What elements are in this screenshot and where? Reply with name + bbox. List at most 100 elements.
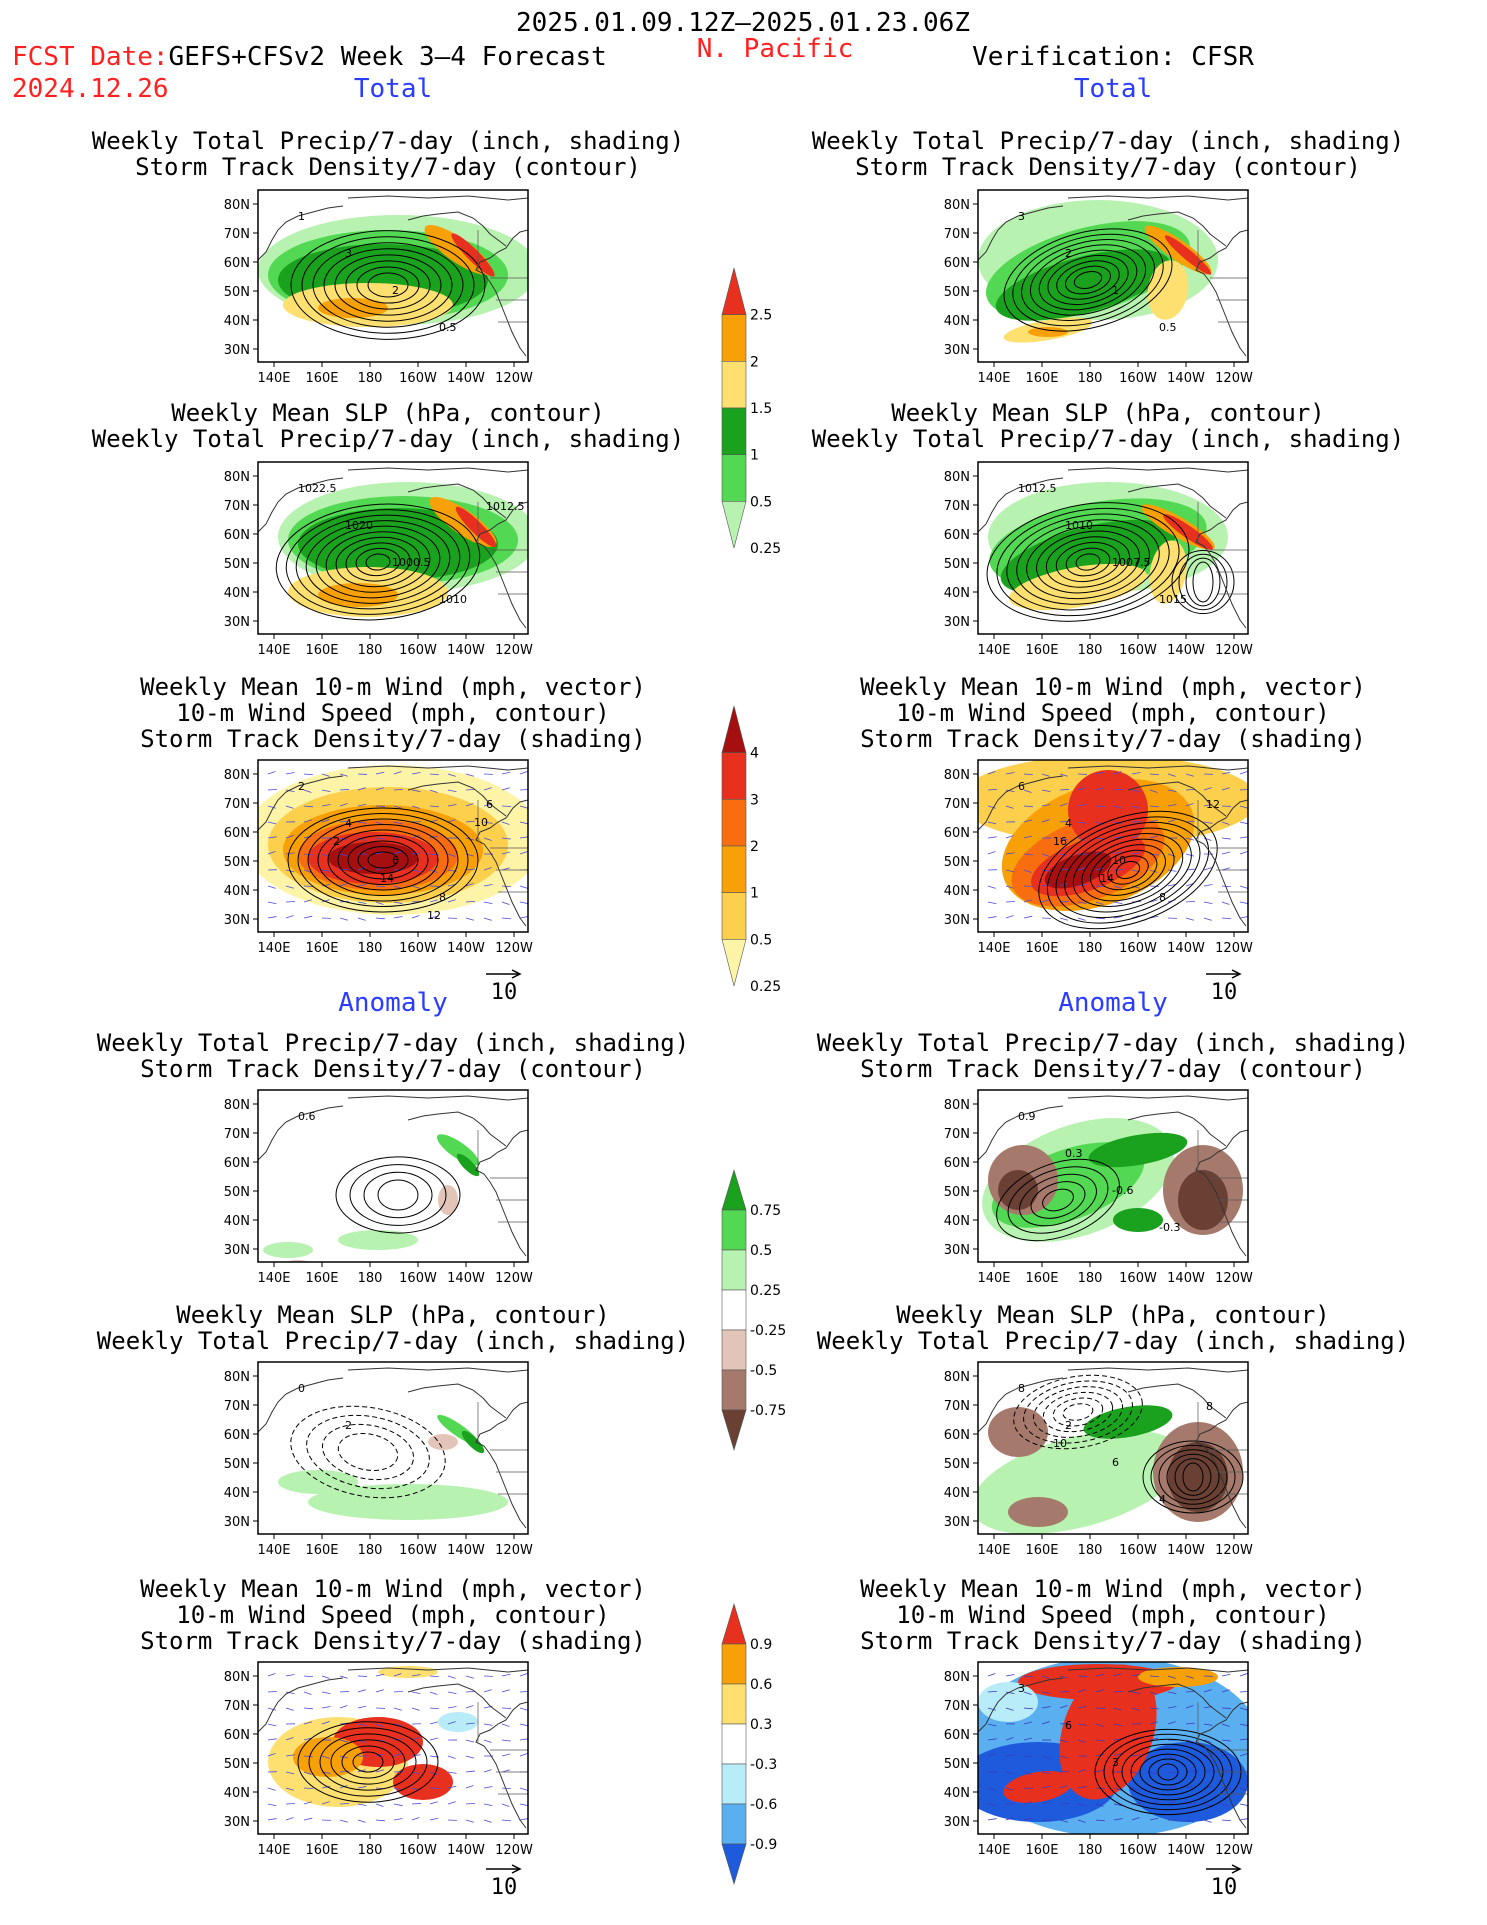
lon-tick-label: 180	[358, 371, 383, 386]
lat-tick-label: 50N	[944, 855, 970, 870]
lon-tick-label: 160E	[305, 1271, 338, 1286]
lat-tick-label: 60N	[944, 826, 970, 841]
lon-tick-label: 140W	[447, 1271, 485, 1286]
contour-label: 1	[298, 210, 305, 223]
title-line: Weekly Total Precip/7-day (inch, shading…	[816, 1029, 1410, 1057]
colorbar-label: 0.5	[750, 932, 772, 948]
lat-tick-label: 80N	[224, 198, 250, 213]
lon-tick-label: 180	[358, 941, 383, 956]
lon-tick-label: 120W	[495, 941, 533, 956]
lat-tick-label: 50N	[944, 557, 970, 572]
colorbar-swatch	[721, 454, 747, 502]
lat-tick-label: 60N	[224, 1728, 250, 1743]
lon-tick-label: 140W	[1167, 1543, 1205, 1558]
lat-tick-label: 70N	[944, 1699, 970, 1714]
contour-label: 2	[1065, 1419, 1072, 1432]
lat-tick-label: 80N	[224, 1370, 250, 1385]
lon-tick-label: 120W	[495, 1271, 533, 1286]
lat-tick-label: 30N	[944, 343, 970, 358]
lon-tick-label: 140E	[257, 1843, 290, 1858]
title-ob-total-wind: Weekly Mean 10-m Wind (mph, vector) 10-m …	[860, 674, 1366, 752]
lon-tick-label: 140W	[1167, 371, 1205, 386]
title-line: Storm Track Density/7-day (shading)	[140, 725, 646, 753]
lon-tick-label: 160E	[305, 1843, 338, 1858]
section-anomaly-right: Anomaly	[1058, 988, 1168, 1018]
contour-label: 8	[1206, 1400, 1213, 1413]
contour-label: 2	[345, 1419, 352, 1432]
title-fc-total-slp: Weekly Mean SLP (hPa, contour) Weekly Tot…	[92, 400, 684, 452]
forecast-title: FCST Date:GEFS+CFSv2 Week 3–4 Forecast	[12, 42, 607, 72]
contour-label: 0.9	[1018, 1110, 1036, 1123]
map-fc-total-slp: 1022.5 1020 1000.5 1010 1012.5 80N 70N 60N 50N 40…	[224, 461, 533, 658]
lat-tick-label: 50N	[224, 1457, 250, 1472]
lat-tick-label: 60N	[944, 256, 970, 271]
colorbar-label: -0.75	[750, 1403, 786, 1419]
contour-label: 6	[392, 854, 399, 867]
contour-label: 4	[1159, 1493, 1166, 1506]
title-line: Weekly Mean SLP (hPa, contour)	[176, 1301, 610, 1329]
contour-label: 1022.5	[298, 482, 337, 495]
colorbar-label: -0.6	[750, 1797, 777, 1813]
contour-label: 2	[333, 835, 340, 848]
title-line: Storm Track Density/7-day (contour)	[855, 153, 1361, 181]
lon-tick-label: 180	[1078, 371, 1103, 386]
colorbar-label: -0.5	[750, 1363, 777, 1379]
lon-tick-label: 140W	[447, 643, 485, 658]
lon-tick-label: 120W	[1215, 1843, 1253, 1858]
lon-tick-label: 140E	[977, 1271, 1010, 1286]
colorbar-storm_anom: 0.9 0.6 0.3 -0.3 -0.6 -0.9	[721, 1602, 777, 1886]
lon-tick-label: 140E	[257, 643, 290, 658]
arrow-right-icon	[1206, 1864, 1242, 1874]
contour-label: 1010	[439, 593, 467, 606]
lat-tick-label: 30N	[224, 1815, 250, 1830]
lon-tick-label: 160W	[1119, 643, 1157, 658]
contour-label: 1020	[345, 519, 373, 532]
title-line: Weekly Total Precip/7-day (inch, shading…	[811, 127, 1405, 155]
contour-label: 3	[1018, 210, 1025, 223]
title-line: 10-m Wind Speed (mph, contour)	[896, 699, 1330, 727]
contour-label: 10	[474, 816, 488, 829]
title-line: Weekly Total Precip/7-day (inch, shading…	[91, 127, 685, 155]
title-line: Storm Track Density/7-day (contour)	[860, 1055, 1366, 1083]
contour-label: 1007.5	[1112, 556, 1151, 569]
colorbar-swatch	[721, 1803, 747, 1845]
title-line: Weekly Mean 10-m Wind (mph, vector)	[860, 673, 1366, 701]
lon-tick-label: 140W	[1167, 941, 1205, 956]
title-line: Storm Track Density/7-day (shading)	[140, 1627, 646, 1655]
lon-tick-label: 180	[1078, 643, 1103, 658]
lon-tick-label: 160E	[1025, 371, 1058, 386]
colorbar-label: 0.25	[750, 1283, 781, 1299]
lon-tick-label: 140E	[977, 1843, 1010, 1858]
contour-label: 1012.5	[1018, 482, 1057, 495]
colorbar-swatch	[721, 1683, 747, 1725]
colorbar-swatch	[721, 314, 747, 362]
contour-label: 8	[1018, 1382, 1025, 1395]
lat-tick-label: 60N	[224, 826, 250, 841]
date-range: 2025.01.09.12Z–2025.01.23.06Z	[516, 8, 970, 38]
lat-tick-label: 80N	[944, 1098, 970, 1113]
lat-tick-label: 30N	[224, 1515, 250, 1530]
map-ob-anom-wind: 3 6 3 80N 70N 60N 50N 40N 30N 140E 160E 180 160W 140W…	[944, 1661, 1253, 1858]
title-fc-anom-wind: Weekly Mean 10-m Wind (mph, vector) 10-m …	[140, 1576, 646, 1654]
colorbar-precip_anom: 0.75 0.5 0.25 -0.25 -0.5 -0.75	[721, 1168, 786, 1452]
lon-tick-label: 160E	[1025, 1271, 1058, 1286]
lat-tick-label: 50N	[224, 1185, 250, 1200]
lat-tick-label: 80N	[224, 1098, 250, 1113]
lon-tick-label: 160W	[1119, 371, 1157, 386]
colorbar-label: 0.75	[750, 1203, 781, 1219]
lat-tick-label: 80N	[224, 1670, 250, 1685]
colorbar-swatch	[721, 892, 747, 940]
fcst-model: GEFS+CFSv2 Week 3–4 Forecast	[168, 42, 607, 72]
contour-label: 3	[345, 247, 352, 260]
lat-tick-label: 70N	[224, 499, 250, 514]
lat-tick-label: 80N	[944, 198, 970, 213]
lon-tick-label: 160W	[1119, 1271, 1157, 1286]
title-fc-anom-slp: Weekly Mean SLP (hPa, contour) Weekly Tot…	[97, 1302, 689, 1354]
lon-tick-label: 180	[358, 643, 383, 658]
verification-label: Verification: CFSR	[972, 42, 1254, 72]
lat-tick-label: 30N	[224, 615, 250, 630]
arrow-right-icon	[1206, 969, 1242, 979]
colorbar-label: 0.5	[750, 494, 772, 510]
colorbar-swatch	[721, 267, 747, 315]
section-total-left: Total	[353, 74, 433, 104]
